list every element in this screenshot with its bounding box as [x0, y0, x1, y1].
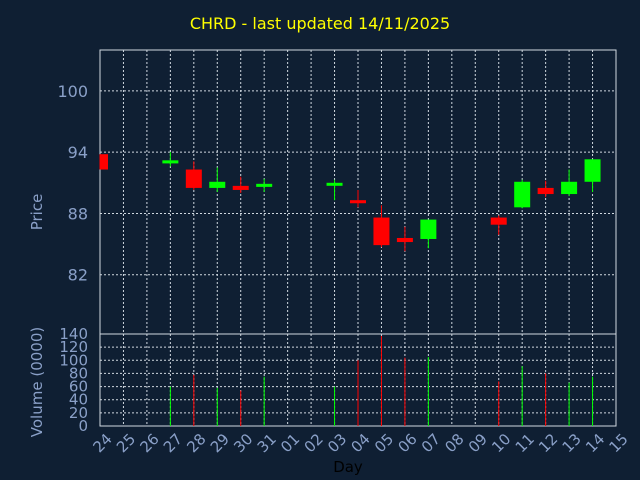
candle-body [584, 159, 601, 182]
x-tick-label: 05 [371, 430, 397, 456]
candle-body [185, 169, 202, 188]
volume-tick-label: 100 [59, 351, 88, 369]
volume-tick-label: 20 [69, 404, 88, 422]
candle-body [162, 160, 179, 164]
candle-body [490, 217, 507, 225]
x-tick-label: 25 [113, 430, 139, 456]
price-tick-label: 82 [68, 266, 88, 285]
chart-title: CHRD - last updated 14/11/2025 [189, 14, 451, 33]
volume-tick-label: 40 [69, 391, 88, 409]
x-tick-label: 10 [488, 430, 514, 456]
x-tick-label: 26 [136, 430, 162, 456]
volume-tick-label: 120 [59, 338, 88, 356]
x-tick-label: 02 [301, 430, 327, 456]
x-tick-label: 24 [90, 430, 116, 456]
x-tick-label: 30 [230, 430, 256, 456]
price-axis-label: Price [28, 194, 46, 231]
x-tick-label: 28 [183, 430, 209, 456]
x-tick-label: 12 [535, 430, 561, 456]
candle-body [209, 181, 226, 188]
x-tick-label: 15 [606, 430, 632, 456]
candle-body [537, 187, 554, 195]
x-tick-label: 27 [160, 430, 186, 456]
x-tick-label: 03 [324, 430, 350, 456]
candle-body [100, 154, 108, 170]
candle-body [420, 219, 437, 239]
price-tick-label: 94 [68, 143, 88, 162]
candle-body [326, 182, 343, 186]
x-tick-label: 06 [394, 430, 420, 456]
x-tick-label: 11 [512, 430, 538, 456]
x-axis-label: Day [333, 458, 363, 476]
candle-body [350, 200, 366, 204]
volume-axis-label: Volume (0000) [28, 327, 46, 437]
candle-body [561, 181, 578, 195]
x-tick-label: 04 [348, 430, 374, 456]
x-tick-label: 29 [207, 430, 233, 456]
volume-tick-label: 80 [69, 364, 88, 382]
x-tick-label: 13 [559, 430, 585, 456]
x-tick-label: 09 [465, 430, 491, 456]
volume-tick-label: 140 [59, 325, 88, 343]
price-tick-label: 100 [57, 82, 88, 101]
price-tick-label: 88 [68, 204, 88, 223]
x-tick-label: 14 [582, 430, 608, 456]
candle-body [514, 181, 531, 208]
candle-body [396, 237, 413, 243]
x-tick-label: 31 [254, 430, 280, 456]
volume-tick-label: 60 [69, 378, 88, 396]
x-tick-label: 07 [418, 430, 444, 456]
x-tick-label: 08 [441, 430, 467, 456]
candle-body [373, 217, 390, 246]
volume-tick-label: 0 [78, 417, 88, 435]
x-tick-label: 01 [277, 430, 303, 456]
candle-body [232, 185, 249, 190]
candle-body [256, 183, 273, 187]
